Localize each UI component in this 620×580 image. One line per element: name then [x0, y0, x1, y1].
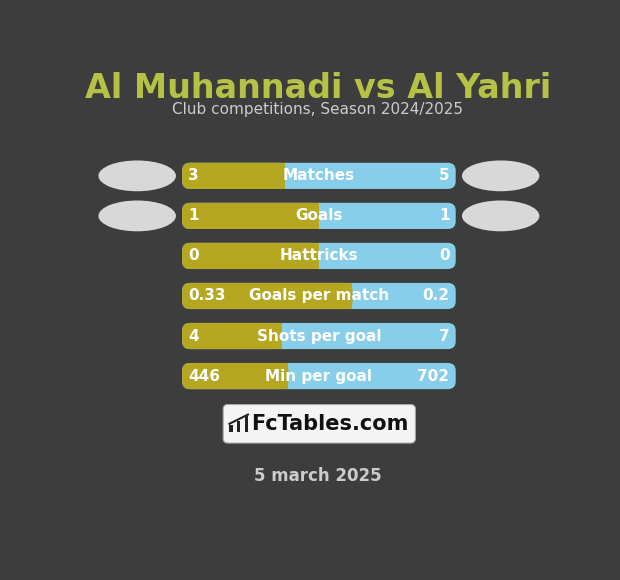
Text: 702: 702 [417, 368, 450, 383]
Text: Goals: Goals [295, 208, 343, 223]
Text: 446: 446 [188, 368, 220, 383]
FancyBboxPatch shape [182, 363, 456, 389]
Text: 5: 5 [439, 168, 450, 183]
Ellipse shape [99, 201, 176, 231]
Ellipse shape [462, 201, 539, 231]
Text: Shots per goal: Shots per goal [257, 328, 381, 343]
FancyBboxPatch shape [182, 283, 456, 309]
FancyBboxPatch shape [182, 323, 281, 349]
Ellipse shape [462, 161, 539, 191]
Text: Al Muhannadi vs Al Yahri: Al Muhannadi vs Al Yahri [84, 72, 551, 106]
Text: 0.2: 0.2 [422, 288, 450, 303]
FancyBboxPatch shape [182, 363, 288, 389]
Text: Hattricks: Hattricks [280, 248, 358, 263]
FancyBboxPatch shape [182, 283, 352, 309]
FancyBboxPatch shape [182, 163, 285, 189]
FancyBboxPatch shape [182, 203, 456, 229]
FancyBboxPatch shape [182, 243, 319, 269]
Text: 1: 1 [439, 208, 450, 223]
FancyBboxPatch shape [223, 405, 415, 443]
Bar [279, 363, 288, 389]
Text: 4: 4 [188, 328, 199, 343]
Bar [272, 323, 281, 349]
Text: Goals per match: Goals per match [249, 288, 389, 303]
Text: 3: 3 [188, 168, 199, 183]
Bar [245, 416, 248, 432]
Text: 0: 0 [188, 248, 199, 263]
Text: Matches: Matches [283, 168, 355, 183]
Bar [309, 203, 319, 229]
Bar [275, 163, 285, 189]
FancyBboxPatch shape [182, 323, 456, 349]
FancyBboxPatch shape [182, 163, 456, 189]
Text: 0.33: 0.33 [188, 288, 226, 303]
Bar [343, 283, 352, 309]
Text: 1: 1 [188, 208, 199, 223]
Text: FcTables.com: FcTables.com [252, 414, 409, 434]
Text: 7: 7 [439, 328, 450, 343]
Bar [237, 420, 241, 432]
Text: 5 march 2025: 5 march 2025 [254, 467, 381, 485]
FancyBboxPatch shape [182, 243, 456, 269]
FancyBboxPatch shape [182, 203, 319, 229]
Ellipse shape [99, 161, 176, 191]
Bar [229, 425, 232, 432]
Text: 0: 0 [439, 248, 450, 263]
Bar [309, 243, 319, 269]
Text: Min per goal: Min per goal [265, 368, 373, 383]
Text: Club competitions, Season 2024/2025: Club competitions, Season 2024/2025 [172, 102, 463, 117]
